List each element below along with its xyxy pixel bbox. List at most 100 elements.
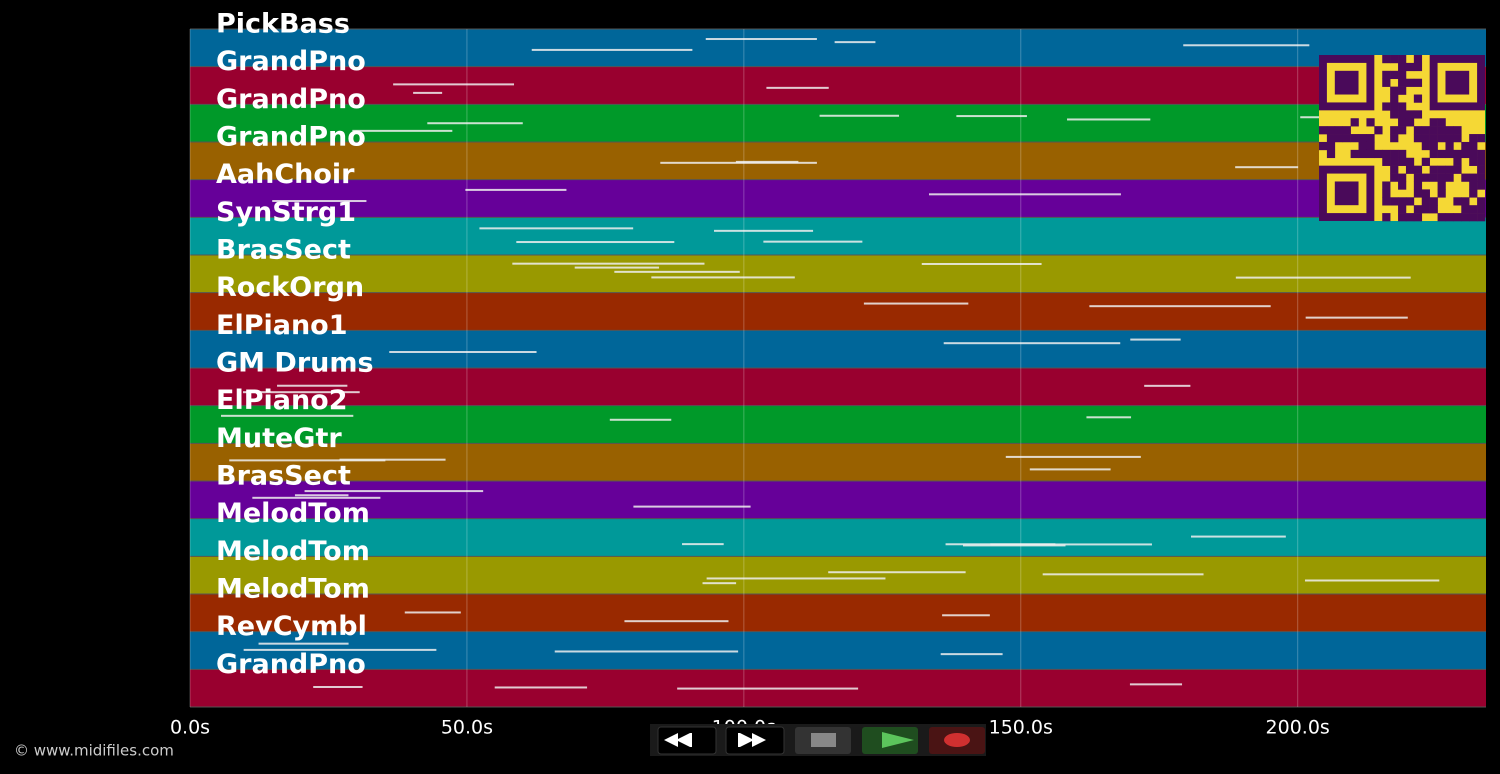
notes [220,38,1440,690]
qr-cell [1405,213,1415,222]
qr-cell [1398,213,1407,222]
qr-cell [1390,126,1399,135]
rewind-button[interactable] [657,726,717,755]
qr-cell [1445,126,1454,135]
qr-cell [1421,189,1430,198]
qr-finder [1334,70,1359,95]
lane [190,66,1486,105]
qr-cell [1413,181,1423,190]
qr-cell [1413,94,1423,103]
qr-cell [1421,134,1430,143]
qr-cell [1477,157,1486,166]
qr-cell [1469,141,1478,151]
lane [190,104,1486,142]
qr-cell [1477,134,1486,143]
qr-cell [1445,149,1454,159]
note-run [272,200,367,203]
qr-cell [1429,134,1438,143]
record-button[interactable] [929,727,985,754]
qr-cell [1366,134,1375,143]
track-label: BrasSect [216,461,351,492]
note-run [220,414,354,417]
qr-cell [1326,141,1336,151]
note-run [614,270,740,273]
qr-cell [1390,102,1399,111]
qr-cell [1429,173,1438,182]
stop-button[interactable] [795,727,851,754]
qr-cell [1319,141,1328,151]
qr-cell [1398,78,1407,87]
note-run [624,620,729,623]
note-run [763,240,863,243]
qr-cell [1350,134,1359,143]
qr-cell [1461,173,1470,182]
qr-cell [1469,205,1478,214]
qr-cell [1319,126,1328,135]
track-label: GrandPno [216,122,366,153]
qr-cell [1382,189,1391,198]
qr-cell [1421,197,1430,206]
qr-cell [1326,126,1336,135]
lane [190,217,1486,255]
qr-cell [1326,134,1336,143]
qr-cell [1429,205,1438,214]
qr-cell [1477,197,1486,206]
qr-cell [1437,213,1446,222]
qr-cell [1405,157,1415,166]
qr-cell [1390,157,1399,166]
qr-cell [1421,157,1430,166]
lane [190,518,1486,557]
forward-button[interactable] [725,726,785,755]
qr-cell [1334,134,1344,143]
note-run [229,459,386,462]
qr-cell [1453,197,1462,206]
note-run [252,496,381,499]
qr-cell [1358,141,1367,151]
qr-cell [1350,118,1359,127]
note-run [660,161,817,164]
note-run [1086,416,1132,419]
note-run [1029,468,1111,471]
note-run [828,571,966,574]
qr-cell [1374,149,1383,159]
qr-cell [1453,134,1462,143]
grid [189,29,1299,707]
lane [190,594,1486,632]
play-button[interactable] [862,727,918,754]
note-run [277,384,348,387]
qr-finder [1429,55,1485,111]
qr-cell [1390,173,1399,182]
qr-cell [1390,86,1399,95]
track-label: AahChoir [216,159,355,190]
lane [190,179,1486,218]
qr-cell [1413,78,1423,87]
qr-cell [1477,181,1486,190]
qr-cell [1382,213,1391,222]
qr-cell [1445,134,1454,143]
note-run [956,115,1027,118]
qr-cell [1461,141,1470,151]
x-tick-label: 0.0s [170,717,210,739]
qr-cell [1398,102,1407,111]
qr-cell [1398,126,1407,135]
qr-cell [1445,141,1454,151]
qr-code [1319,55,1486,222]
track-label: RockOrgn [216,272,364,303]
qr-cell [1398,197,1407,206]
qr-cell [1437,181,1446,190]
note-run [677,687,859,690]
qr-cell [1366,141,1375,151]
track-label: MelodTom [216,574,370,605]
note-run [313,685,363,688]
qr-cell [1398,118,1407,127]
lane [190,330,1486,368]
qr-cell [1342,134,1351,143]
qr-cell [1477,149,1486,159]
qr-cell [1421,126,1430,135]
qr-cell [1445,213,1454,222]
note-run [1144,384,1191,387]
qr-cell [1405,118,1415,127]
note-run [294,494,349,497]
